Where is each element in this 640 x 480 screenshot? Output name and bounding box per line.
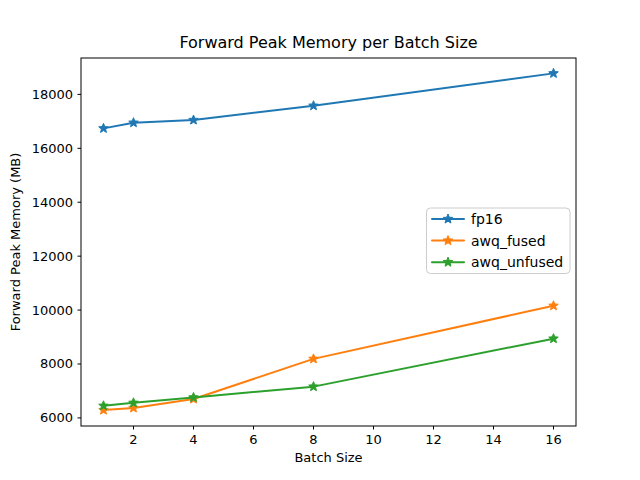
legend-item-label: awq_fused	[471, 233, 546, 249]
chart-plot-area: 2 4 6 8 10 12 14 16 6000 8000 10000 12000 14000 16000…	[0, 0, 640, 480]
chart-figure: 2 4 6 8 10 12 14 16 6000 8000 10000 12000 14000 16000…	[0, 0, 640, 480]
x-axis-label: Batch Size	[81, 450, 576, 465]
legend-item-label: fp16	[471, 211, 503, 227]
x-tick-label: 4	[189, 432, 197, 447]
x-tick-label: 14	[485, 432, 502, 447]
y-tick-label: 14000	[32, 195, 73, 210]
y-tick-label: 18000	[32, 87, 73, 102]
x-axis-ticks: 2 4 6 8 10 12 14 16	[129, 426, 561, 447]
y-axis-label: Forward Peak Memory (MB)	[8, 153, 23, 332]
data-point-marker	[549, 301, 559, 310]
x-tick-label: 10	[365, 432, 382, 447]
x-tick-label: 2	[129, 432, 137, 447]
series-line-awq_fused	[104, 306, 554, 410]
data-point-marker	[549, 334, 559, 343]
x-tick-label: 12	[425, 432, 442, 447]
series-awq_unfused	[99, 334, 559, 410]
data-point-marker	[99, 123, 109, 132]
series-line-fp16	[104, 73, 554, 128]
legend-item-label: awq_unfused	[471, 254, 563, 270]
x-tick-label: 6	[249, 432, 257, 447]
data-point-marker	[129, 398, 139, 407]
legend: fp16 awq_fused awq_unfused	[427, 208, 571, 274]
y-tick-label: 8000	[40, 356, 73, 371]
data-point-marker	[309, 382, 319, 391]
x-tick-label: 16	[545, 432, 562, 447]
data-point-marker	[189, 115, 199, 124]
y-tick-label: 10000	[32, 303, 73, 318]
data-point-marker	[309, 354, 319, 363]
series-awq_fused	[99, 301, 559, 414]
y-tick-label: 16000	[32, 141, 73, 156]
data-point-marker	[549, 68, 559, 77]
data-point-marker	[129, 118, 139, 127]
y-tick-label: 6000	[40, 410, 73, 425]
series-fp16	[99, 68, 559, 132]
data-point-marker	[309, 101, 319, 110]
chart-title: Forward Peak Memory per Batch Size	[81, 33, 576, 52]
y-axis-ticks: 6000 8000 10000 12000 14000 16000 18000	[32, 87, 81, 426]
y-tick-label: 12000	[32, 249, 73, 264]
x-tick-label: 8	[309, 432, 317, 447]
series-line-awq_unfused	[104, 339, 554, 406]
